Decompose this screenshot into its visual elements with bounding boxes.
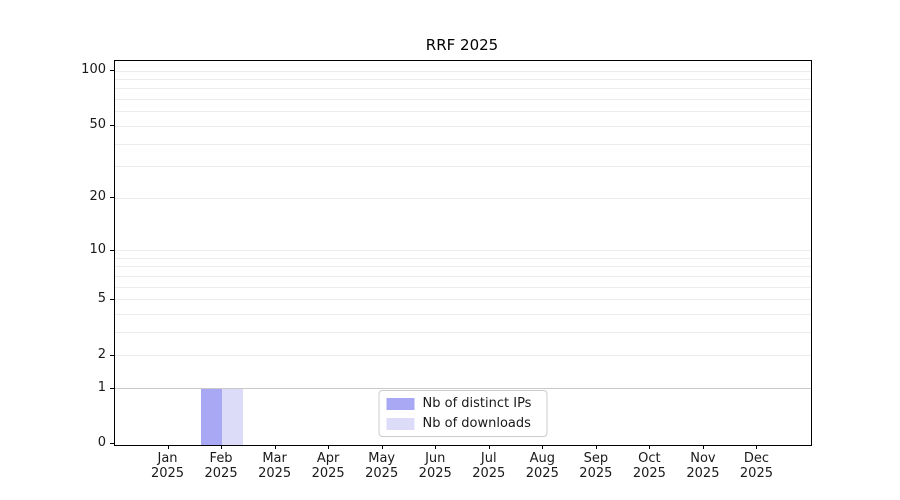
gridline-y-8 (115, 266, 811, 268)
x-tick-mar (274, 445, 276, 449)
y-tick-20 (110, 197, 114, 199)
plot-area: Nb of distinct IPs Nb of downloads (114, 60, 812, 446)
x-tick-label-may: May 2025 (365, 451, 399, 481)
bar-feb-nb-of-downloads (222, 388, 244, 445)
x-tick-label-jun: Jun 2025 (418, 451, 452, 481)
legend-swatch-downloads-icon (386, 417, 415, 430)
x-tick-label-jul: Jul 2025 (472, 451, 506, 481)
gridline-y-40 (115, 143, 811, 145)
legend-item-distinct-ips: Nb of distinct IPs (386, 394, 540, 414)
x-tick-label-dec: Dec 2025 (739, 451, 773, 481)
chart-title: RRF 2025 (425, 36, 499, 54)
gridline-y-1 (115, 388, 811, 390)
y-tick-label-1: 1 (97, 379, 106, 395)
y-tick-5 (110, 298, 114, 300)
x-tick-feb (221, 445, 223, 449)
x-tick-jan (167, 445, 169, 449)
y-tick-1 (110, 387, 114, 389)
gridline-y-60 (115, 111, 811, 113)
x-tick-label-oct: Oct 2025 (632, 451, 666, 481)
x-tick-sep (595, 445, 597, 449)
x-tick-nov (702, 445, 704, 449)
legend-label-distinct-ips: Nb of distinct IPs (422, 396, 532, 411)
y-tick-100 (110, 70, 114, 71)
gridline-y-3 (115, 332, 811, 334)
x-tick-may (381, 445, 383, 449)
gridline-y-90 (115, 78, 811, 80)
gridline-y-10 (115, 250, 811, 252)
bar-feb-nb-of-distinct-ips (200, 388, 223, 445)
y-tick-0 (110, 443, 114, 444)
x-tick-label-mar: Mar 2025 (258, 451, 292, 481)
gridline-y-30 (115, 166, 811, 168)
gridline-y-5 (115, 299, 811, 301)
x-tick-jul (488, 445, 490, 449)
x-tick-oct (649, 445, 651, 449)
y-tick-50 (110, 125, 114, 127)
y-tick-label-10: 10 (89, 241, 106, 257)
x-tick-apr (328, 445, 330, 449)
legend-label-downloads: Nb of downloads (422, 416, 531, 431)
x-tick-label-feb: Feb 2025 (204, 451, 238, 481)
y-tick-label-5: 5 (97, 290, 106, 306)
y-tick-label-100: 100 (81, 62, 106, 77)
legend-item-downloads: Nb of downloads (386, 414, 540, 434)
gridline-y-80 (115, 88, 811, 90)
gridline-y-50 (115, 125, 811, 127)
x-tick-dec (756, 445, 758, 449)
y-tick-label-2: 2 (97, 346, 106, 362)
x-tick-label-apr: Apr 2025 (311, 451, 345, 481)
gridline-y-20 (115, 197, 811, 199)
x-tick-label-sep: Sep 2025 (579, 451, 613, 481)
gridline-y-6 (115, 286, 811, 288)
y-tick-10 (110, 249, 114, 251)
legend: Nb of distinct IPs Nb of downloads (378, 390, 548, 437)
gridline-y-70 (115, 99, 811, 101)
y-tick-label-50: 50 (89, 117, 106, 133)
y-tick-label-20: 20 (89, 189, 106, 205)
gridline-y-100 (115, 70, 811, 72)
y-tick-2 (110, 354, 114, 356)
x-tick-label-jan: Jan 2025 (150, 451, 185, 481)
gridline-y-9 (115, 257, 811, 259)
gridline-y-2 (115, 355, 811, 357)
gridline-y-7 (115, 275, 811, 277)
legend-swatch-distinct-ips-icon (386, 397, 415, 410)
x-tick-aug (542, 445, 544, 449)
gridline-y-4 (115, 314, 811, 316)
y-tick-label-0: 0 (97, 435, 106, 450)
x-tick-label-aug: Aug 2025 (525, 451, 559, 481)
x-tick-jun (435, 445, 437, 449)
x-tick-label-nov: Nov 2025 (686, 451, 720, 481)
